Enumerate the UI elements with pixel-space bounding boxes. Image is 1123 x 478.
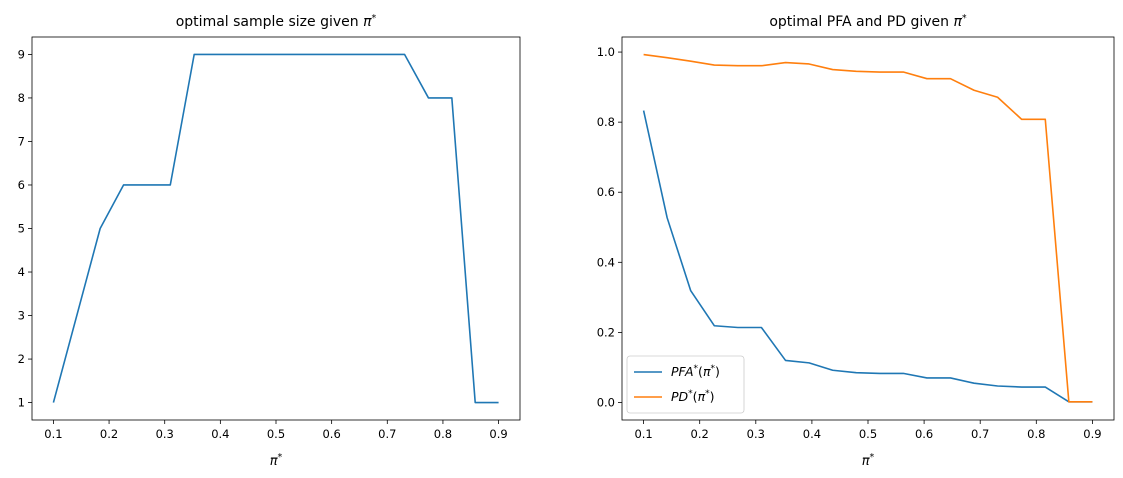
chart-sample-size-xtick-label: 0.1: [44, 427, 62, 441]
chart-pfa-pd: optimal PFA and PD given π* 0.1 0.2 0.3 0.4…: [597, 13, 1115, 470]
chart-sample-size-ytick-label: 5: [18, 222, 25, 236]
chart-pfa-pd-frame: [621, 36, 1115, 421]
legend-pfa-label: PFA*(π*): [671, 364, 720, 379]
chart-pfa-pd-ytick-label: 0.4: [597, 255, 615, 269]
chart-pfa-pd-xtick-label: 0.2: [691, 427, 709, 441]
chart-sample-size-xtick-label: 0.5: [267, 427, 285, 441]
chart-sample-size-series-line-0: [52, 53, 499, 404]
chart-pfa-pd-xtick-label: 0.5: [859, 427, 877, 441]
chart-pfa-pd-xtick-label: 0.9: [1083, 427, 1101, 441]
chart-sample-size-xtick-label: 0.7: [378, 427, 396, 441]
legend-pd-label: PD*(π*): [671, 389, 714, 404]
chart-pfa-pd-xtick-label: 0.6: [915, 427, 933, 441]
chart-pfa-pd-xtick-label: 0.4: [803, 427, 821, 441]
chart-sample-size-frame: [31, 36, 521, 421]
chart-pfa-pd-xtick-label: 0.8: [1027, 427, 1045, 441]
chart-sample-size-xtick-label: 0.6: [322, 427, 340, 441]
legend: PFA*(π*) PD*(π*): [626, 355, 745, 414]
chart-pfa-pd-ytick-label: 1.0: [597, 45, 615, 59]
chart-sample-size-ytick-label: 6: [18, 178, 25, 192]
chart-sample-size-xtick-label: 0.8: [434, 427, 452, 441]
chart-sample-size-xtick-label: 0.2: [100, 427, 118, 441]
legend-box: [626, 355, 745, 414]
chart-sample-size-title: optimal sample size given π*: [176, 13, 377, 31]
chart-pfa-pd-title: optimal PFA and PD given π*: [769, 13, 967, 31]
chart-sample-size-xlabel: π*: [270, 452, 283, 470]
chart-pfa-pd-xtick-label: 0.1: [634, 427, 652, 441]
chart-pfa-pd-series-line-0: [642, 110, 1093, 403]
chart-sample-size-ticks: 0.1 0.2 0.3 0.4 0.5 0.6 0.7 0.8 0.9 1 2 3 4 5 6 7 8 9: [18, 47, 508, 441]
chart-pfa-pd-series: [642, 53, 1093, 403]
chart-sample-size-ytick-label: 4: [18, 265, 25, 279]
chart-sample-size-ytick-label: 3: [18, 309, 25, 323]
chart-sample-size-ytick-label: 8: [18, 91, 25, 105]
chart-sample-size-ytick-label: 7: [18, 134, 25, 148]
chart-pfa-pd-ticks: 0.1 0.2 0.3 0.4 0.5 0.6 0.7 0.8 0.9 0.0 0.2 0.4 0.6 0…: [597, 45, 1102, 441]
chart-pfa-pd-xlabel: π*: [862, 452, 875, 470]
chart-pfa-pd-ytick-label: 0.0: [597, 395, 615, 409]
chart-sample-size: optimal sample size given π* 0.1 0.2 0.3 0.…: [18, 13, 521, 470]
chart-sample-size-series: [52, 53, 499, 404]
chart-sample-size-ytick-label: 2: [18, 352, 25, 366]
chart-sample-size-ytick-label: 9: [18, 47, 25, 61]
chart-sample-size-xtick-label: 0.4: [211, 427, 229, 441]
chart-pfa-pd-xtick-label: 0.3: [747, 427, 765, 441]
chart-pfa-pd-xtick-label: 0.7: [971, 427, 989, 441]
chart-pfa-pd-ytick-label: 0.2: [597, 325, 615, 339]
chart-sample-size-ytick-label: 1: [18, 396, 25, 410]
chart-pfa-pd-ytick-label: 0.8: [597, 115, 615, 129]
chart-pfa-pd-ytick-label: 0.6: [597, 185, 615, 199]
chart-sample-size-xtick-label: 0.9: [489, 427, 507, 441]
chart-sample-size-xtick-label: 0.3: [156, 427, 174, 441]
chart-pfa-pd-series-line-1: [643, 53, 1093, 403]
